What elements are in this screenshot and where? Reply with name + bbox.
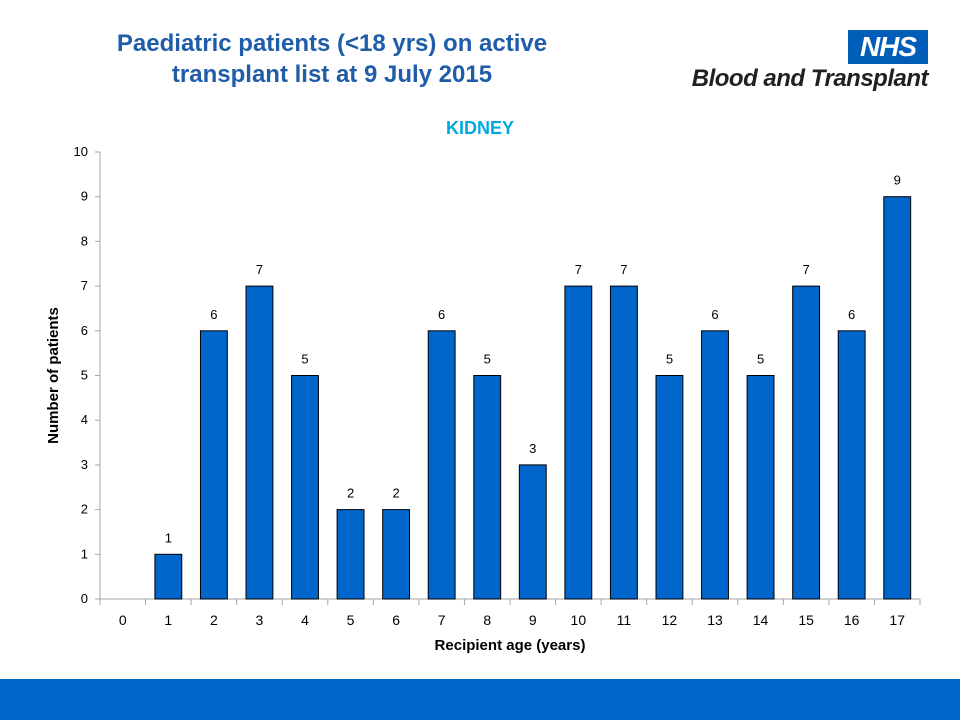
- x-tick-label: 10: [571, 612, 587, 628]
- x-axis-label: Recipient age (years): [435, 637, 586, 654]
- y-tick-label: 10: [74, 144, 88, 159]
- bar: [336, 509, 365, 600]
- bar: [291, 375, 319, 600]
- data-label: 2: [347, 486, 354, 501]
- x-tick-label: 8: [483, 612, 491, 628]
- slide-title-line-2: transplant list at 9 July 2015: [171, 61, 493, 88]
- bar: [655, 375, 684, 600]
- nhs-blood-and-transplant-logo: NHS Blood and Transplant: [656, 30, 932, 96]
- bar: [792, 285, 821, 600]
- data-label: 1: [165, 530, 172, 545]
- bar: [382, 509, 411, 600]
- x-tick-label: 2: [210, 612, 218, 628]
- bar: [837, 330, 866, 600]
- bar: [564, 285, 593, 600]
- y-tick-label: 6: [81, 323, 88, 338]
- logo-org-name: Blood and Transplant: [691, 65, 929, 92]
- data-label: 7: [575, 262, 582, 277]
- data-label: 7: [620, 262, 627, 277]
- slide-title-line-1: Paediatric patients (<18 yrs) on active: [116, 30, 548, 57]
- data-label: 3: [529, 441, 536, 456]
- slide-title: Paediatric patients (<18 yrs) on active …: [62, 28, 602, 90]
- bar: [883, 196, 912, 600]
- x-tick-label: 4: [301, 612, 309, 628]
- x-tick-label: 1: [164, 612, 172, 628]
- bar: [746, 375, 775, 600]
- y-tick-label: 2: [81, 502, 88, 517]
- x-tick-label: 12: [662, 612, 678, 628]
- data-label: 5: [484, 352, 491, 367]
- chart-title: KIDNEY: [445, 118, 514, 138]
- x-tick-label: 11: [617, 612, 632, 628]
- y-tick-label: 9: [81, 189, 88, 204]
- y-tick-label: 5: [81, 368, 88, 383]
- x-tick-label: 3: [256, 612, 264, 628]
- data-label: 5: [301, 352, 308, 367]
- x-tick-label: 6: [392, 612, 400, 628]
- x-tick-label: 0: [119, 612, 127, 628]
- data-label: 7: [256, 262, 263, 277]
- bar: [199, 330, 228, 600]
- data-label: 6: [210, 307, 217, 322]
- bar: [518, 464, 547, 600]
- x-tick-label: 16: [844, 612, 860, 628]
- y-tick-label: 0: [81, 591, 88, 606]
- data-label: 5: [666, 352, 673, 367]
- y-tick-label: 8: [81, 233, 88, 248]
- data-label: 6: [711, 307, 718, 322]
- bar: [427, 330, 456, 600]
- data-label: 7: [802, 262, 809, 277]
- x-tick-label: 13: [707, 612, 723, 628]
- x-tick-label: 9: [529, 612, 537, 628]
- x-tick-label: 5: [347, 612, 355, 628]
- nhs-logo-box: NHS: [848, 30, 928, 64]
- bar: [701, 330, 729, 600]
- data-label: 6: [848, 307, 855, 322]
- x-tick-label: 14: [753, 612, 769, 628]
- data-label: 2: [392, 486, 399, 501]
- data-label: 5: [757, 352, 764, 367]
- x-tick-label: 7: [438, 612, 446, 628]
- y-tick-label: 4: [81, 412, 88, 427]
- x-tick-label: 15: [798, 612, 814, 628]
- x-tick-label: 17: [889, 612, 905, 628]
- bar: [609, 285, 638, 600]
- footer-bar: [0, 679, 960, 720]
- data-label: 9: [894, 173, 901, 188]
- data-label: 6: [438, 307, 445, 322]
- bar: [473, 375, 502, 600]
- bar: [245, 285, 274, 600]
- y-axis-label: Number of patients: [45, 307, 62, 444]
- y-tick-label: 7: [81, 278, 88, 293]
- bar: [154, 553, 183, 600]
- y-tick-label: 3: [81, 457, 88, 472]
- y-tick-label: 1: [81, 546, 88, 561]
- bar-chart: 0123456789100116273542526675839710711512…: [45, 144, 921, 654]
